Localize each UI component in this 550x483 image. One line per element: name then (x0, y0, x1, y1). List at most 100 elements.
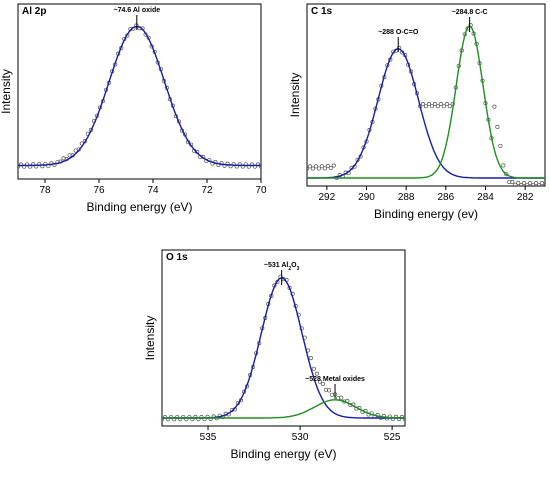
chart-al2p: Al 2p 78 76 74 72 70 Binding energy (eV) Intens… (0, 3, 267, 214)
x-tick-label: 535 (200, 432, 217, 443)
fit-curve-metal-oxides (162, 399, 405, 419)
panel-label: C 1s (311, 6, 333, 17)
panel-label: Al 2p (22, 6, 46, 17)
x-axis-title: Binding energy (ev) (374, 207, 478, 221)
data-point (501, 163, 506, 168)
x-axis-title: Binding energy (eV) (230, 447, 336, 461)
peak-annotation: ~284.8 C-C (452, 9, 488, 16)
fit-curve-al-oxide (18, 25, 261, 167)
data-point (308, 356, 313, 361)
x-tick-label: 76 (93, 185, 105, 196)
data-point (219, 161, 224, 166)
data-point (316, 166, 321, 171)
data-point (18, 162, 24, 167)
data-point (18, 164, 21, 169)
peak-annotation: ~528 Metal oxides (305, 376, 365, 383)
plot-area (307, 23, 545, 186)
data-point (492, 104, 497, 109)
fit-curve-al2o3 (162, 277, 405, 419)
fit-curve-o-c-o (307, 48, 545, 179)
data-point (507, 179, 512, 185)
data-point (310, 166, 316, 171)
peak-annotation: ~288 O-C=O (378, 29, 419, 36)
data-point (525, 183, 530, 186)
x-tick-label: 70 (255, 185, 267, 196)
data-point (49, 161, 54, 166)
panel-label: O 1s (166, 252, 188, 263)
plot-frame (306, 3, 546, 187)
data-point (339, 395, 344, 400)
x-tick-label: 72 (201, 185, 213, 196)
data-point (313, 164, 318, 169)
data-point (435, 104, 440, 109)
chart-c1s: C 1s 292 290 288 286 284 282 Binding energy (ev… (288, 3, 546, 221)
data-point (498, 143, 503, 148)
data-point (319, 164, 324, 169)
data-point (444, 101, 449, 107)
data-point (328, 166, 333, 171)
data-point (249, 162, 254, 167)
peak-annotation: ~531 Al2O3 (264, 262, 300, 272)
data-point (162, 417, 165, 422)
x-tick-label: 292 (318, 192, 335, 203)
data-point (504, 172, 509, 177)
data-point (325, 164, 330, 169)
plot-area (162, 274, 405, 422)
plot-area (18, 23, 261, 169)
data-point (429, 104, 435, 109)
data-point (327, 388, 332, 393)
data-point (426, 101, 432, 107)
data-point (311, 366, 316, 371)
data-point (31, 162, 36, 167)
data-point (531, 183, 536, 186)
peak-annotation: ~74.6 Al oxide (113, 7, 160, 14)
data-point (67, 153, 72, 158)
data-point (322, 166, 327, 171)
data-point (432, 101, 437, 107)
data-point (510, 180, 515, 185)
fit-curve-c-c (307, 25, 545, 179)
chart-panel-al2p: Al 2p 78 76 74 72 70 Binding energy (eV) Intens… (0, 0, 275, 228)
y-axis-title: Intensity (143, 316, 157, 361)
data-point (513, 182, 518, 186)
data-point (225, 161, 230, 166)
x-axis-title: Binding energy (eV) (86, 200, 192, 214)
chart-panel-c1s: C 1s 292 290 288 286 284 282 Binding energy (ev… (275, 0, 550, 228)
data-point (237, 162, 242, 167)
data-point (495, 124, 500, 130)
x-tick-label: 525 (384, 432, 401, 443)
data-point (447, 104, 452, 109)
x-tick-label: 286 (437, 192, 454, 203)
data-point (317, 379, 323, 384)
data-point (331, 163, 336, 168)
x-tick-label: 284 (477, 192, 494, 203)
data-point (307, 164, 313, 169)
chart-o1s: O 1s 535 530 525 Binding energy (eV) Intensit… (143, 249, 406, 461)
data-point (420, 101, 426, 107)
data-point (423, 104, 429, 109)
data-point (314, 371, 319, 376)
chart-panel-o1s: O 1s 535 530 525 Binding energy (eV) Intensit… (135, 245, 410, 478)
x-tick-label: 78 (39, 185, 51, 196)
data-point (522, 180, 527, 186)
x-tick-label: 74 (147, 185, 159, 196)
x-tick-label: 282 (517, 192, 534, 203)
plot-frame (161, 249, 406, 427)
data-point (534, 181, 539, 186)
plot-frame (17, 3, 262, 180)
data-point (320, 381, 326, 387)
data-point (528, 181, 533, 186)
data-point (441, 104, 446, 109)
data-point (516, 180, 521, 185)
data-point (539, 181, 545, 186)
data-point (519, 183, 524, 186)
data-point (307, 166, 310, 171)
data-point (542, 183, 545, 186)
x-tick-label: 288 (398, 192, 415, 203)
x-tick-label: 290 (358, 192, 375, 203)
y-axis-title: Intensity (0, 69, 13, 114)
data-point (438, 101, 443, 107)
data-point (255, 162, 261, 167)
data-point (537, 183, 542, 186)
y-axis-title: Intensity (288, 73, 302, 118)
